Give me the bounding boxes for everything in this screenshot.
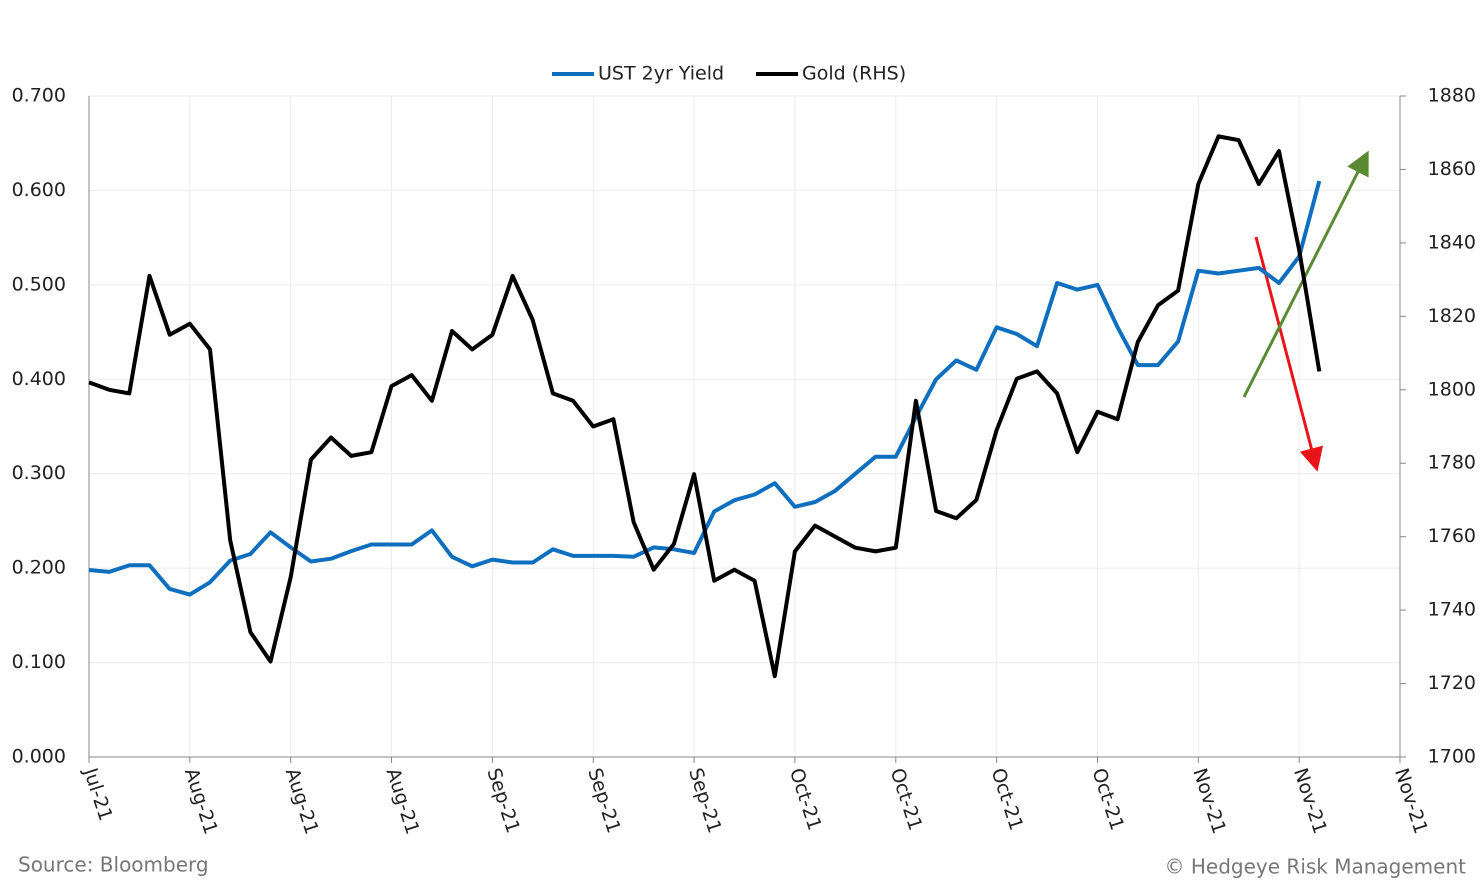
- x-tick-label: Aug-21: [281, 765, 323, 837]
- x-tick-label: Oct-21: [987, 765, 1028, 833]
- x-tick-label: Nov-21: [1289, 765, 1331, 836]
- y-tick-label: 0.300: [12, 462, 66, 484]
- source: Source: Bloomberg: [18, 853, 209, 877]
- y-tick-label: 0.700: [12, 85, 66, 107]
- x-tick-label: Nov-21: [1390, 765, 1432, 836]
- y2-tick-label: 1820: [1428, 305, 1476, 327]
- x-tick-label: Oct-21: [1087, 765, 1128, 833]
- y-tick-label: 0.200: [12, 557, 66, 579]
- y2-tick-label: 1800: [1428, 378, 1476, 400]
- x-tick-label: Sep-21: [583, 765, 625, 835]
- y2-tick-label: 1740: [1428, 599, 1476, 621]
- y-tick-label: 0.500: [12, 273, 66, 295]
- y-tick-label: 0.100: [12, 651, 66, 673]
- y-tick-label: 0.000: [12, 746, 66, 768]
- legend-label: Gold (RHS): [802, 63, 906, 85]
- y2-tick-label: 1700: [1428, 746, 1476, 768]
- x-tick-label: Aug-21: [180, 765, 222, 837]
- x-tick-label: Oct-21: [785, 765, 826, 833]
- y2-tick-label: 1760: [1428, 525, 1476, 547]
- credit: © Hedgeye Risk Management: [1165, 855, 1467, 879]
- x-tick-label: Jul-21: [79, 764, 117, 823]
- x-tick-label: Aug-21: [382, 765, 424, 837]
- y-tick-label: 0.600: [12, 179, 66, 201]
- x-tick-label: Nov-21: [1188, 765, 1230, 836]
- y2-tick-label: 1780: [1428, 452, 1476, 474]
- y2-tick-label: 1880: [1428, 85, 1476, 107]
- x-tick-label: Oct-21: [886, 765, 927, 833]
- y2-tick-label: 1860: [1428, 158, 1476, 180]
- y-tick-label: 0.400: [12, 368, 66, 390]
- y2-tick-label: 1720: [1428, 672, 1476, 694]
- y2-tick-label: 1840: [1428, 231, 1476, 253]
- legend-label: UST 2yr Yield: [598, 63, 724, 85]
- x-tick-label: Sep-21: [684, 765, 726, 835]
- series-line: [88, 134, 1322, 679]
- x-tick-label: Sep-21: [482, 765, 524, 835]
